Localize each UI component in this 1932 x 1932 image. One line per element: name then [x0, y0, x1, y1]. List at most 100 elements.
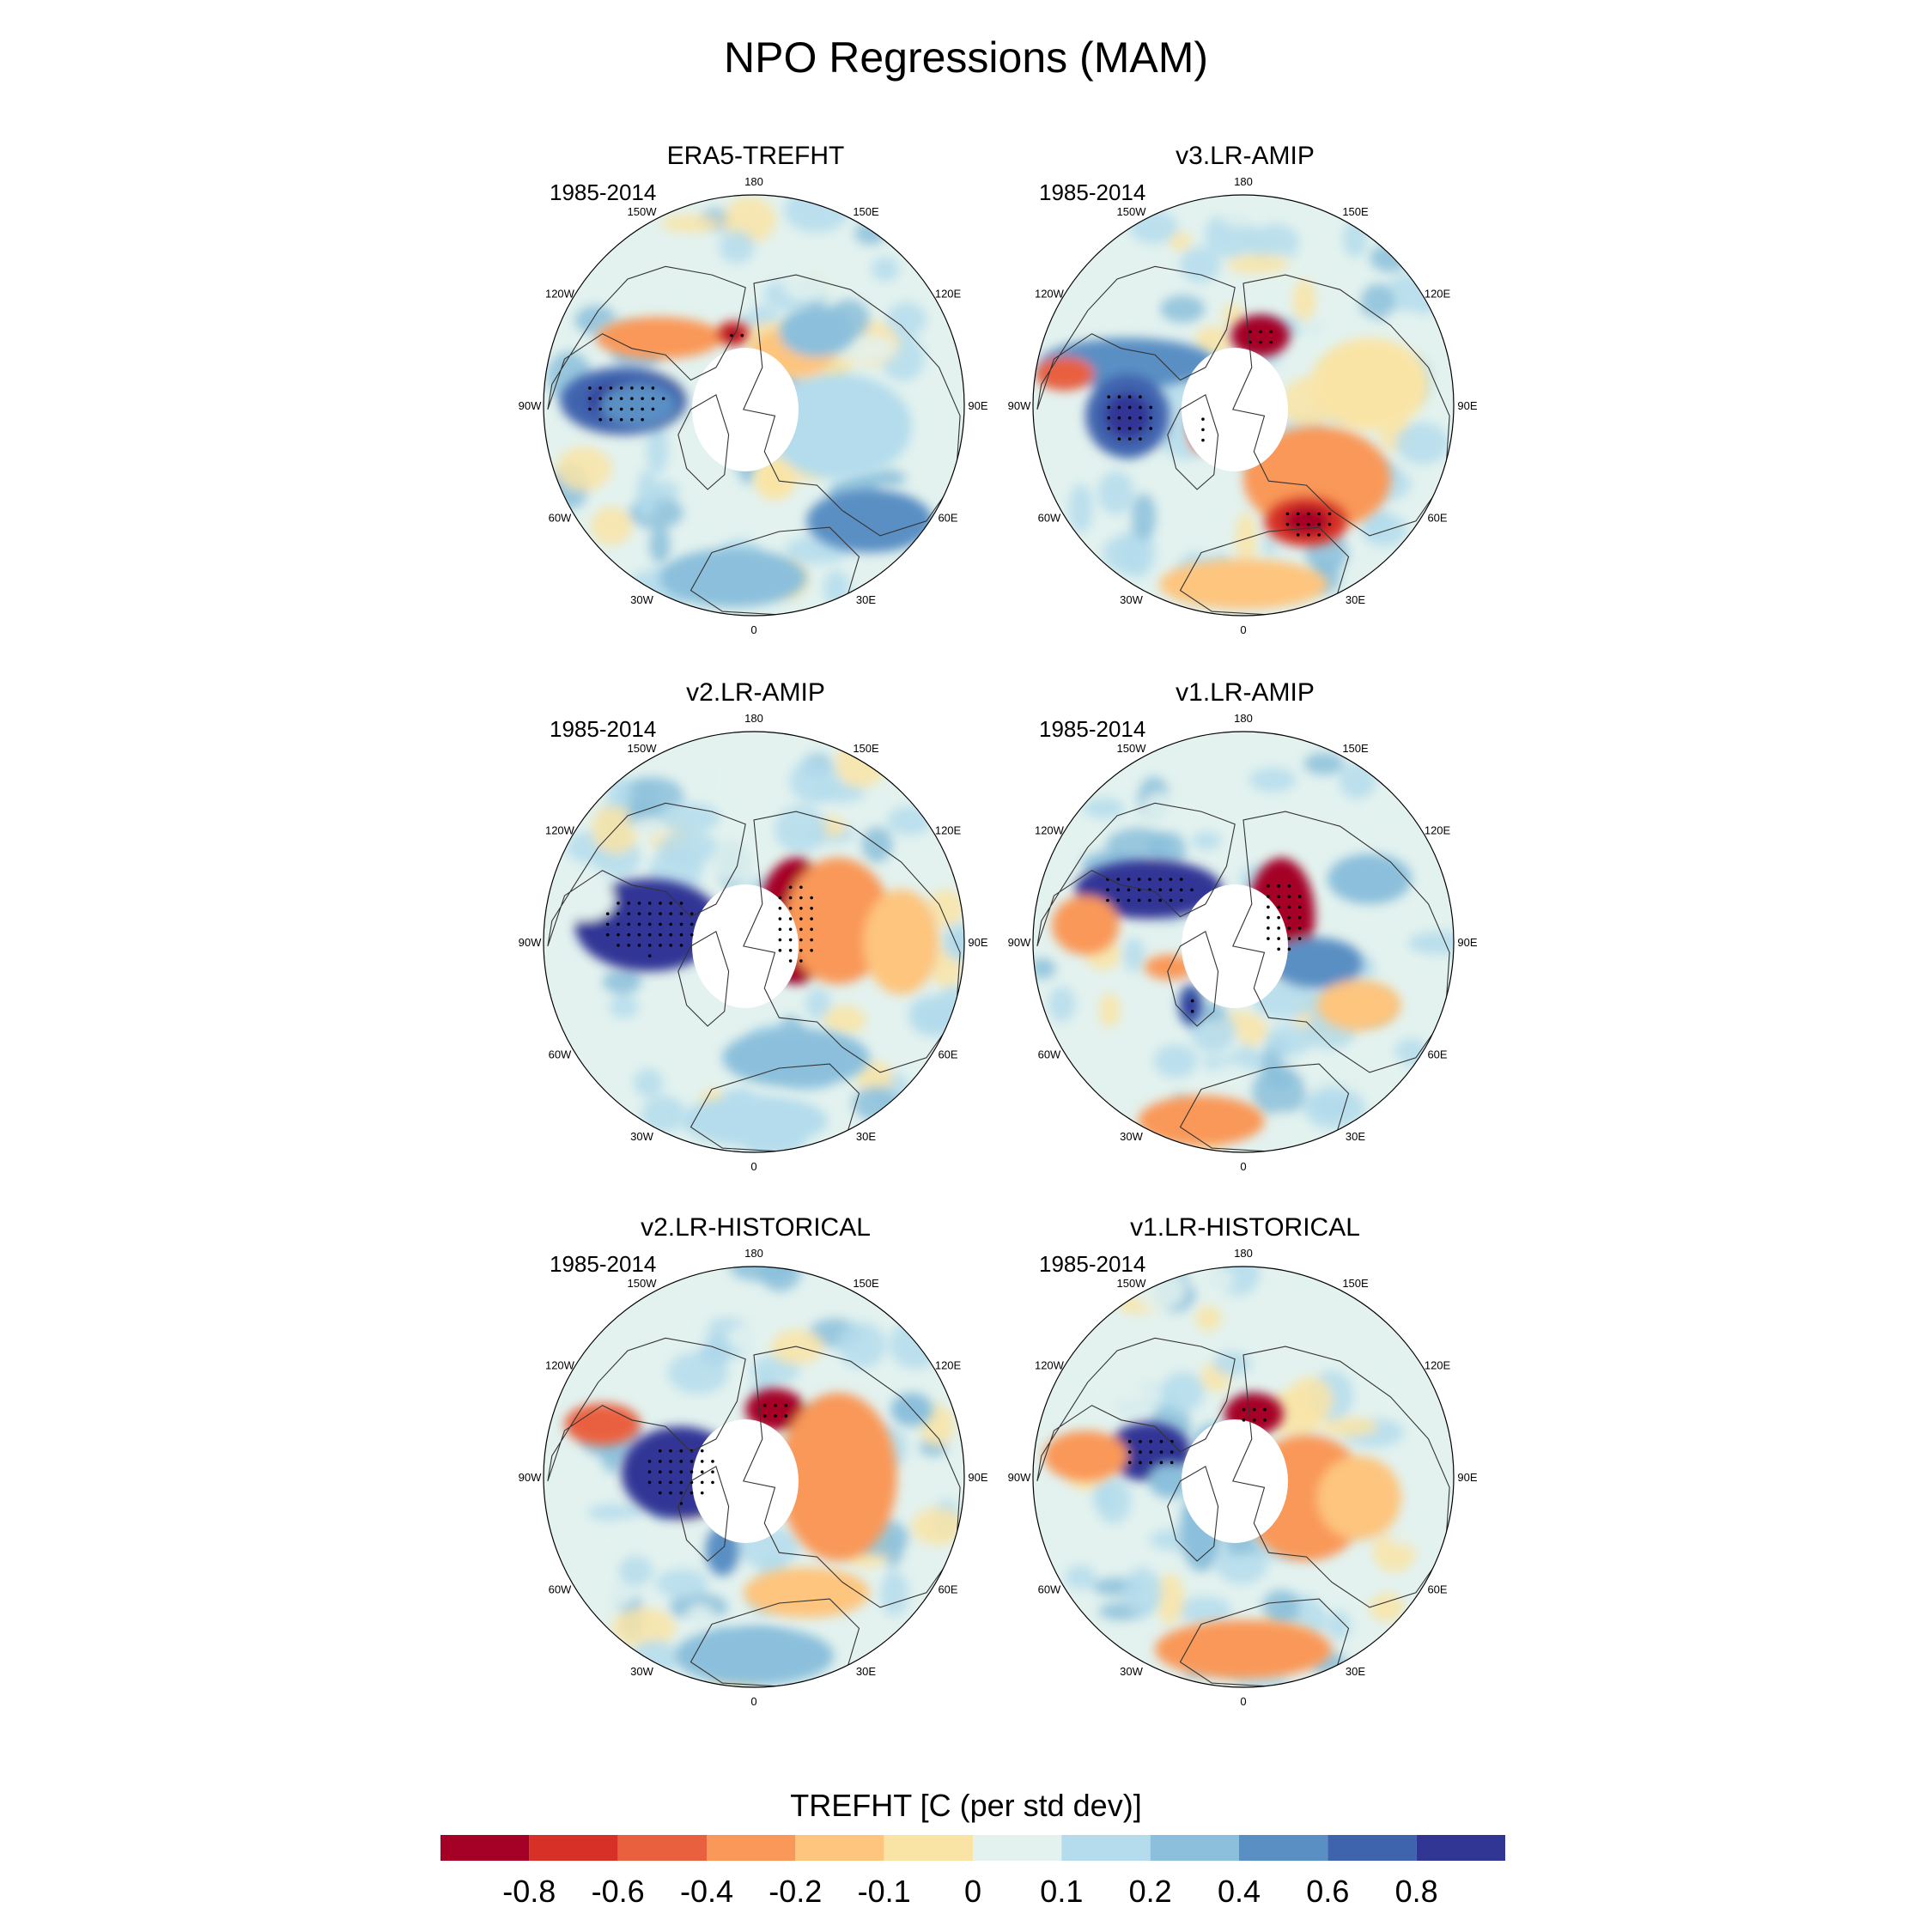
field-cell	[1033, 957, 1056, 980]
longitude-label: 30W	[630, 593, 653, 606]
longitude-label: 150W	[628, 205, 658, 218]
coastline-north-america	[547, 802, 746, 947]
field-cell	[723, 289, 755, 318]
significance-dot	[730, 333, 733, 337]
significance-dot	[659, 944, 662, 947]
field-cell	[1283, 1288, 1329, 1314]
significance-dot	[1139, 1440, 1142, 1443]
significance-dot	[609, 397, 613, 400]
field-cell	[1332, 1043, 1374, 1076]
longitude-label: 60E	[938, 512, 957, 525]
field-cell	[1261, 1111, 1309, 1139]
anomaly-region	[673, 1625, 835, 1686]
significance-dot	[778, 896, 782, 900]
longitude-label: 150W	[1117, 1277, 1147, 1290]
significance-dot	[647, 1480, 652, 1485]
significance-dot	[788, 938, 793, 942]
significance-dot	[679, 922, 683, 927]
longitude-label: 30W	[1120, 1130, 1143, 1143]
significance-dot	[1277, 884, 1280, 888]
panel-title: v2.LR-AMIP	[686, 678, 825, 707]
significance-dot	[1252, 1407, 1256, 1412]
significance-dot	[647, 922, 652, 927]
significance-dot	[810, 938, 813, 942]
significance-dot	[1159, 1450, 1163, 1454]
coastline-eurasia	[1232, 1346, 1450, 1608]
significance-dot	[1107, 416, 1110, 420]
field-cell	[556, 447, 612, 491]
significance-dot	[679, 1480, 683, 1485]
field-cell	[611, 1607, 677, 1649]
significance-dot	[810, 907, 813, 910]
significance-dot	[1116, 898, 1121, 902]
significance-dot	[1287, 895, 1291, 898]
significance-dot	[799, 885, 803, 890]
significance-dot	[762, 1403, 767, 1407]
significance-dot	[1158, 878, 1163, 881]
field-cell	[649, 526, 671, 564]
longitude-label: 90E	[1457, 936, 1477, 949]
anomaly-core	[1237, 1402, 1271, 1425]
significance-dot	[1139, 416, 1142, 420]
field-cell	[1387, 1524, 1451, 1547]
longitude-label: 180	[1234, 1247, 1253, 1260]
longitude-label: 60E	[938, 1583, 957, 1596]
significance-dot	[1107, 427, 1110, 430]
significance-dot	[700, 1491, 704, 1495]
significance-dot	[1285, 522, 1290, 526]
significance-dot	[651, 407, 655, 411]
significance-dot	[1249, 330, 1252, 334]
significance-dot	[605, 933, 610, 937]
field-cell	[635, 470, 658, 519]
colorbar-tick-label: 0.6	[1306, 1874, 1349, 1909]
anomaly-region	[779, 1393, 897, 1561]
anomaly-region	[680, 1095, 828, 1146]
significance-dot	[651, 397, 655, 400]
significance-dot	[651, 386, 655, 390]
significance-dot	[1277, 895, 1280, 898]
field-cell	[837, 1321, 886, 1369]
field-cell	[1360, 283, 1394, 323]
significance-dot	[637, 922, 641, 927]
longitude-label: 60E	[1427, 512, 1447, 525]
significance-dot	[1263, 1407, 1267, 1412]
significance-dot	[669, 1449, 672, 1453]
significance-dot	[627, 944, 631, 947]
significance-dot	[627, 933, 631, 937]
significance-dot	[690, 1470, 694, 1473]
colorbar-tick-label: 0	[964, 1874, 981, 1909]
longitude-label: 0	[1240, 1160, 1246, 1173]
map-border	[1032, 194, 1455, 617]
longitude-label: 90W	[1008, 1471, 1031, 1484]
field-cell	[726, 1323, 772, 1352]
significance-dot	[1117, 437, 1121, 440]
field-cell	[1187, 1267, 1235, 1293]
significance-dot	[679, 1449, 683, 1453]
colorbar-tick-label: -0.6	[592, 1874, 645, 1909]
field-cell	[1102, 535, 1146, 574]
colorbar-swatch-11	[1416, 1835, 1505, 1861]
significance-dot	[641, 386, 644, 390]
anomaly-region	[1155, 1619, 1332, 1680]
field-cell	[1131, 493, 1157, 541]
longitude-label: 120E	[935, 1359, 962, 1372]
significance-dot	[784, 1414, 788, 1418]
significance-dot	[659, 912, 662, 915]
field-cell	[854, 1060, 894, 1093]
significance-dot	[788, 917, 793, 920]
field-cell	[1065, 1564, 1096, 1590]
longitude-label: 90W	[1008, 399, 1031, 412]
significance-dot	[588, 397, 592, 400]
figure-title: NPO Regressions (MAM)	[724, 33, 1208, 82]
significance-dot	[1267, 937, 1270, 940]
longitude-label: 120E	[935, 288, 962, 301]
significance-dot	[630, 407, 634, 411]
significance-dot	[788, 896, 793, 900]
significance-dot	[774, 1403, 777, 1407]
significance-dot	[1179, 878, 1183, 881]
anomaly-region	[1316, 980, 1401, 1030]
longitude-label: 180	[1234, 712, 1253, 725]
significance-dot	[605, 912, 610, 915]
significance-dot	[617, 912, 620, 915]
field-cell	[1326, 1610, 1352, 1640]
